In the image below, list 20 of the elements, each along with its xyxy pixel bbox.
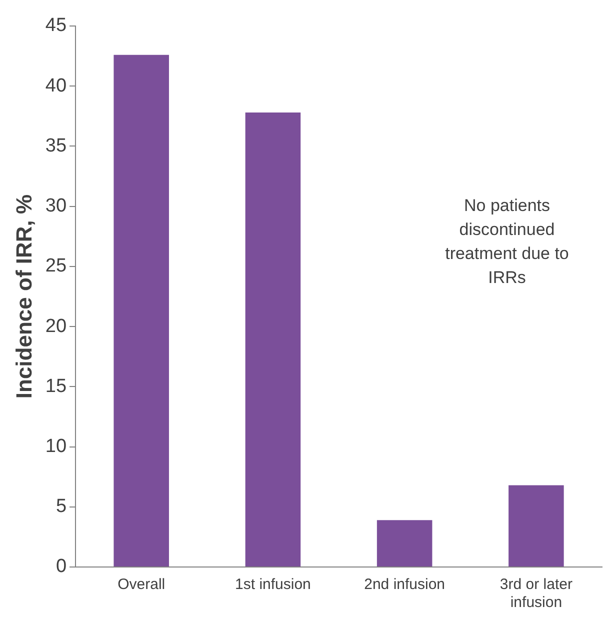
y-tick-label: 15 [45,376,67,397]
annotation: No patients discontinued treatment due to IRRs [445,196,569,288]
y-tick-label: 40 [45,75,67,96]
y-tick-label: 30 [45,196,67,217]
bar [245,112,301,566]
x-tick-label: 2nd infusion [364,576,446,594]
y-tick-label: 10 [45,436,67,458]
y-axis-title: Incidence of IRR, % [11,194,36,399]
y-tick-label: 35 [45,135,67,156]
x-tick-label: Overall [118,576,166,594]
x-tick-label: 1st infusion [235,576,311,594]
bar [376,520,432,566]
bar [508,485,564,566]
x-tick-label: 3rd or later infusion [500,576,572,612]
y-tick-label: 5 [56,496,67,518]
y-tick-label: 25 [45,256,67,277]
y-tick-label: 20 [45,316,67,337]
y-tick-label: 45 [45,15,67,36]
bar [114,54,169,566]
y-tick-label: 0 [56,556,67,578]
